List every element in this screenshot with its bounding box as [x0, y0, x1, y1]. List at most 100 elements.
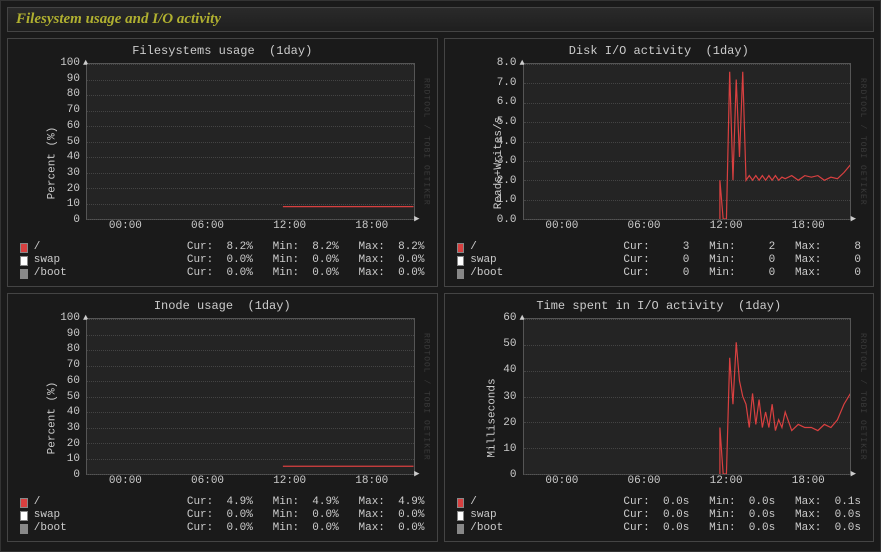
x-tick-label: 00:00 [545, 220, 578, 232]
x-tick-label: 12:00 [710, 220, 743, 232]
y-tick-label: 0 [73, 214, 80, 226]
rrdtool-watermark: RRDTOOL / TOBI OETIKER [855, 63, 867, 220]
x-tick-label: 00:00 [109, 475, 142, 487]
chart-plot-area: ▲▶ [86, 63, 415, 220]
legend-label: / [470, 241, 513, 254]
page-title: Filesystem usage and I/O activity [7, 7, 874, 32]
y-tick-label: 30 [67, 422, 80, 434]
y-tick-label: 80 [67, 88, 80, 100]
legend-swatch [457, 256, 465, 266]
y-tick-label: 3.0 [497, 155, 517, 167]
legend-swatch [457, 243, 465, 253]
legend-label: /boot [470, 522, 513, 535]
legend-row: swapCur: 0 Min: 0 Max: 0 [457, 254, 862, 267]
legend-swatch [20, 269, 28, 279]
legend-label: swap [34, 509, 77, 522]
y-tick-label: 6.0 [497, 96, 517, 108]
legend-row: /bootCur: 0.0% Min: 0.0% Max: 0.0% [20, 267, 425, 280]
y-tick-label: 10 [67, 453, 80, 465]
y-tick-label: 30 [503, 391, 516, 403]
x-tick-label: 06:00 [191, 475, 224, 487]
rrdtool-watermark: RRDTOOL / TOBI OETIKER [419, 318, 431, 475]
legend-stats: Cur: 0.0% Min: 0.0% Max: 0.0% [77, 509, 425, 522]
chart-legend: /Cur: 4.9% Min: 4.9% Max: 4.9%swapCur: 0… [20, 496, 425, 535]
legend-swatch [20, 256, 28, 266]
legend-label: / [34, 496, 77, 509]
y-tick-label: 4.0 [497, 136, 517, 148]
y-tick-label: 10 [503, 443, 516, 455]
legend-label: / [470, 496, 513, 509]
y-tick-label: 20 [67, 438, 80, 450]
y-tick-label: 30 [67, 167, 80, 179]
x-tick-label: 12:00 [273, 475, 306, 487]
legend-swatch [457, 269, 465, 279]
legend-label: swap [34, 254, 77, 267]
y-tick-label: 20 [503, 417, 516, 429]
chart-panel: Inode usage (1day)Percent (%)▲▶010203040… [7, 293, 438, 542]
y-tick-label: 0.0 [497, 214, 517, 226]
dashboard-container: Filesystem usage and I/O activity Filesy… [0, 0, 881, 552]
x-tick-label: 12:00 [710, 475, 743, 487]
legend-label: /boot [34, 522, 77, 535]
legend-row: /bootCur: 0.0% Min: 0.0% Max: 0.0% [20, 522, 425, 535]
chart-panel: Filesystems usage (1day)Percent (%)▲▶010… [7, 38, 438, 287]
chart-legend: /Cur: 0.0s Min: 0.0s Max: 0.1sswapCur: 0… [457, 496, 862, 535]
legend-stats: Cur: 0.0% Min: 0.0% Max: 0.0% [77, 254, 425, 267]
chart-legend: /Cur: 3 Min: 2 Max: 8swapCur: 0 Min: 0 M… [457, 241, 862, 280]
legend-stats: Cur: 0.0% Min: 0.0% Max: 0.0% [77, 267, 425, 280]
x-tick-label: 18:00 [792, 220, 825, 232]
legend-stats: Cur: 4.9% Min: 4.9% Max: 4.9% [77, 496, 425, 509]
chart-plot-area: ▲▶ [86, 318, 415, 475]
legend-stats: Cur: 0 Min: 0 Max: 0 [513, 267, 861, 280]
y-tick-label: 40 [67, 406, 80, 418]
legend-stats: Cur: 0.0s Min: 0.0s Max: 0.0s [513, 522, 861, 535]
y-tick-label: 90 [67, 73, 80, 85]
x-tick-label: 18:00 [355, 475, 388, 487]
legend-row: swapCur: 0.0% Min: 0.0% Max: 0.0% [20, 509, 425, 522]
legend-swatch [457, 511, 465, 521]
rrdtool-watermark: RRDTOOL / TOBI OETIKER [419, 63, 431, 220]
legend-stats: Cur: 8.2% Min: 8.2% Max: 8.2% [77, 241, 425, 254]
y-tick-label: 50 [503, 338, 516, 350]
y-tick-label: 70 [67, 359, 80, 371]
y-tick-label: 60 [67, 120, 80, 132]
legend-stats: Cur: 0.0s Min: 0.0s Max: 0.1s [513, 496, 861, 509]
y-tick-label: 100 [60, 312, 80, 324]
legend-stats: Cur: 0 Min: 0 Max: 0 [513, 254, 861, 267]
legend-row: /Cur: 4.9% Min: 4.9% Max: 4.9% [20, 496, 425, 509]
chart-grid: Filesystems usage (1day)Percent (%)▲▶010… [7, 38, 874, 542]
y-tick-label: 1.0 [497, 194, 517, 206]
y-tick-label: 100 [60, 57, 80, 69]
y-tick-label: 20 [67, 183, 80, 195]
legend-stats: Cur: 0.0% Min: 0.0% Max: 0.0% [77, 522, 425, 535]
y-tick-label: 0 [73, 469, 80, 481]
legend-label: /boot [34, 267, 77, 280]
x-tick-label: 18:00 [355, 220, 388, 232]
legend-swatch [20, 243, 28, 253]
chart-plot-area: ▲▶ [523, 63, 852, 220]
legend-label: / [34, 241, 77, 254]
x-tick-label: 12:00 [273, 220, 306, 232]
y-tick-label: 10 [67, 198, 80, 210]
y-tick-label: 2.0 [497, 175, 517, 187]
y-tick-label: 70 [67, 104, 80, 116]
legend-swatch [457, 498, 465, 508]
legend-row: /bootCur: 0.0s Min: 0.0s Max: 0.0s [457, 522, 862, 535]
legend-stats: Cur: 3 Min: 2 Max: 8 [513, 241, 861, 254]
legend-label: swap [470, 254, 513, 267]
chart-panel: Time spent in I/O activity (1day)Millise… [444, 293, 875, 542]
legend-swatch [20, 524, 28, 534]
legend-stats: Cur: 0.0s Min: 0.0s Max: 0.0s [513, 509, 861, 522]
legend-row: /Cur: 3 Min: 2 Max: 8 [457, 241, 862, 254]
y-tick-label: 60 [503, 312, 516, 324]
x-tick-label: 00:00 [109, 220, 142, 232]
y-tick-label: 7.0 [497, 77, 517, 89]
y-tick-label: 50 [67, 136, 80, 148]
legend-swatch [20, 498, 28, 508]
chart-plot-area: ▲▶ [523, 318, 852, 475]
legend-swatch [20, 511, 28, 521]
x-tick-label: 00:00 [545, 475, 578, 487]
legend-label: /boot [470, 267, 513, 280]
x-tick-label: 06:00 [628, 475, 661, 487]
legend-row: swapCur: 0.0s Min: 0.0s Max: 0.0s [457, 509, 862, 522]
